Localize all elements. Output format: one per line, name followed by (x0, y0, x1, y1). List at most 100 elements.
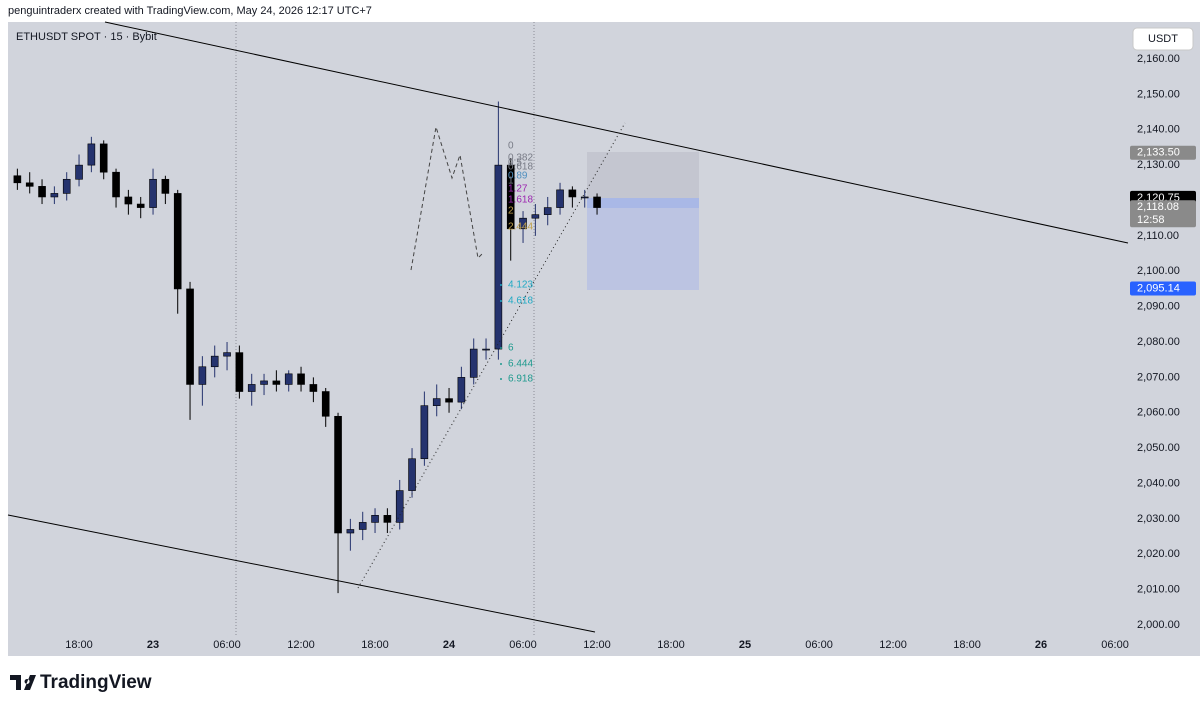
y-tick-label: 2,140.00 (1137, 124, 1180, 136)
chart-background (8, 22, 1200, 656)
candle-body (383, 515, 392, 523)
price-tag-label: 2,095.14 (1137, 282, 1180, 294)
fib-label: 6.444 (508, 359, 533, 370)
candle-body (543, 207, 552, 215)
candle-body (235, 352, 244, 392)
candle-body (593, 196, 601, 208)
position-entry (587, 198, 699, 208)
candle-body (297, 373, 305, 385)
fib-dot (500, 300, 502, 302)
fib-label: 1.618 (508, 195, 533, 206)
y-tick-label: 2,060.00 (1137, 407, 1180, 419)
candle-body (198, 366, 207, 385)
candle-body (247, 384, 256, 392)
y-tick-label: 2,050.00 (1137, 442, 1180, 454)
candle-body (457, 377, 466, 403)
x-tick-label: 06:00 (213, 639, 241, 651)
x-tick-label: 18:00 (953, 639, 981, 651)
candle-body (395, 490, 404, 523)
y-tick-label: 2,100.00 (1137, 265, 1180, 277)
y-tick-label: 2,080.00 (1137, 336, 1180, 348)
candle-body (223, 352, 231, 357)
candle-body (50, 193, 59, 198)
candle-body (309, 384, 318, 392)
logo-mark (10, 675, 36, 690)
candle-body (173, 193, 182, 290)
fib-dot (500, 378, 502, 380)
candle-body (136, 203, 145, 208)
y-tick-label: 2,110.00 (1137, 230, 1179, 242)
price-tag (1130, 200, 1196, 228)
y-tick-label: 2,130.00 (1137, 159, 1180, 171)
candle-body (272, 380, 281, 385)
channel-upper (104, 21, 1129, 244)
x-tick-label: 12:00 (287, 639, 315, 651)
x-tick-label: 23 (147, 639, 159, 651)
y-tick-label: 2,150.00 (1137, 88, 1180, 100)
fib-label: 4.123 (508, 280, 533, 291)
symbol-title: ETHUSDT SPOT · 15 · Bybit (16, 31, 157, 43)
x-tick-label: 06:00 (805, 639, 833, 651)
candle-body (75, 164, 83, 180)
candle-body (420, 405, 429, 460)
fib-label: 4.618 (508, 296, 533, 307)
candle-body (149, 178, 157, 208)
candles (13, 101, 601, 594)
candle-body (112, 171, 120, 198)
candle-body (260, 380, 268, 385)
fib-dot (500, 284, 502, 286)
candle-body (580, 196, 589, 199)
candle-body (506, 164, 515, 230)
fib-label: 2 (508, 206, 514, 217)
brand: TradingView (40, 672, 152, 693)
fib-label: 1 (508, 176, 514, 187)
x-tick-label: 18:00 (361, 639, 389, 651)
attribution: penguintraderx created with TradingView.… (8, 5, 372, 17)
fib-label: 2.444 (508, 222, 533, 233)
candle-body (99, 143, 108, 173)
candle-body (25, 182, 34, 187)
candle-body (284, 373, 293, 385)
fib-label: 0.89 (508, 171, 528, 182)
trend-line (357, 122, 626, 589)
price-tag-label: 2,133.50 (1137, 147, 1180, 159)
y-tick-label: 2,030.00 (1137, 513, 1180, 525)
candle-body (482, 348, 490, 351)
fib-label: 1.27 (508, 184, 528, 195)
candle-body (210, 355, 219, 368)
candle-body (87, 143, 96, 166)
currency-box[interactable] (1132, 27, 1194, 51)
fib-label: 0 (508, 141, 514, 152)
projection-path (410, 126, 485, 271)
candle-body (321, 391, 330, 417)
candle-body (494, 164, 503, 350)
logo: TradingView (10, 672, 152, 693)
fib-label: 6 (508, 343, 514, 354)
candle-body (62, 178, 71, 194)
position-stop (587, 198, 699, 290)
y-tick-label: 2,090.00 (1137, 301, 1180, 313)
candle-body (346, 529, 355, 534)
fib-label: 6.918 (508, 374, 533, 385)
candle-body (568, 189, 577, 198)
fib-dot (500, 347, 502, 349)
y-tick-label: 2,070.00 (1137, 371, 1180, 383)
candle-body (432, 398, 441, 406)
currency[interactable]: USDT (1148, 33, 1178, 45)
candle-body (469, 348, 478, 378)
fib-label: 0.5 (508, 158, 522, 169)
candle-body (13, 175, 22, 184)
x-tick-label: 06:00 (509, 639, 537, 651)
x-tick-label: 12:00 (879, 639, 907, 651)
x-tick-label: 06:00 (1101, 639, 1129, 651)
candle-body (556, 189, 564, 208)
candle-body (38, 186, 46, 198)
candle-body (334, 415, 342, 534)
fib-label: 0.618 (508, 162, 533, 173)
x-tick-label: 25 (739, 639, 751, 651)
y-tick-label: 2,160.00 (1137, 53, 1180, 65)
position-target (587, 152, 699, 198)
fib-label: 0.382 (508, 153, 533, 164)
